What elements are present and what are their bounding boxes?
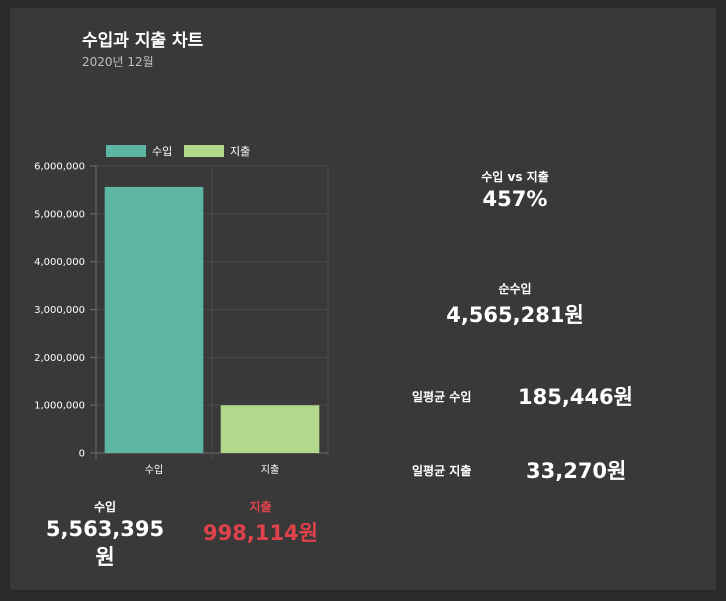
net-income-value: 4,565,281원 bbox=[446, 303, 584, 327]
legend-label: 지출 bbox=[230, 145, 250, 158]
page-subtitle: 2020년 12월 bbox=[82, 55, 154, 69]
expense-total-label: 지출 bbox=[249, 500, 272, 514]
page-title: 수입과 지출 차트 bbox=[82, 31, 204, 51]
income-total-value: 5,563,395원 bbox=[45, 517, 165, 569]
daily-income-value: 185,446원 bbox=[518, 385, 633, 409]
expense-total-value: 998,114원 bbox=[203, 521, 318, 545]
bar-income bbox=[104, 186, 204, 453]
x-tick-label: 지출 bbox=[261, 464, 279, 476]
bar-expense bbox=[220, 405, 320, 453]
daily-expense-label: 일평균 지출 bbox=[412, 464, 472, 478]
ratio-value: 457% bbox=[482, 187, 548, 211]
legend-swatch bbox=[106, 145, 146, 157]
net-income-stat: 순수입 4,565,281원 bbox=[435, 280, 595, 329]
income-total: 수입 5,563,395원 bbox=[45, 498, 165, 571]
daily-income-label: 일평균 수입 bbox=[412, 390, 472, 404]
y-tick-label: 4,000,000 bbox=[34, 257, 85, 268]
y-tick-label: 6,000,000 bbox=[34, 162, 85, 173]
income-total-label: 수입 bbox=[93, 500, 117, 514]
bar-chart: 0 1,000,000 2,000,000 3,000,000 4,000,000 5,0… bbox=[34, 145, 329, 476]
y-tick-label: 2,000,000 bbox=[34, 353, 85, 364]
expense-total: 지출 998,114원 bbox=[198, 498, 323, 547]
legend-label: 수입 bbox=[152, 145, 172, 158]
y-tick-label: 5,000,000 bbox=[34, 209, 85, 220]
dashboard-panel: 수입과 지출 차트 2020년 12월 0 1,000,000 2,000,000 3… bbox=[10, 8, 716, 590]
legend-swatch bbox=[184, 145, 224, 157]
ratio-stat: 수입 vs 지출 457% bbox=[440, 168, 590, 211]
net-income-label: 순수입 bbox=[498, 282, 532, 296]
daily-expense-value: 33,270원 bbox=[526, 459, 627, 483]
ratio-label: 수입 vs 지출 bbox=[481, 170, 549, 184]
y-tick-label: 3,000,000 bbox=[34, 305, 85, 316]
x-tick-label: 수입 bbox=[145, 463, 163, 476]
y-tick-label: 1,000,000 bbox=[34, 401, 85, 412]
y-tick-label: 0 bbox=[79, 449, 85, 460]
